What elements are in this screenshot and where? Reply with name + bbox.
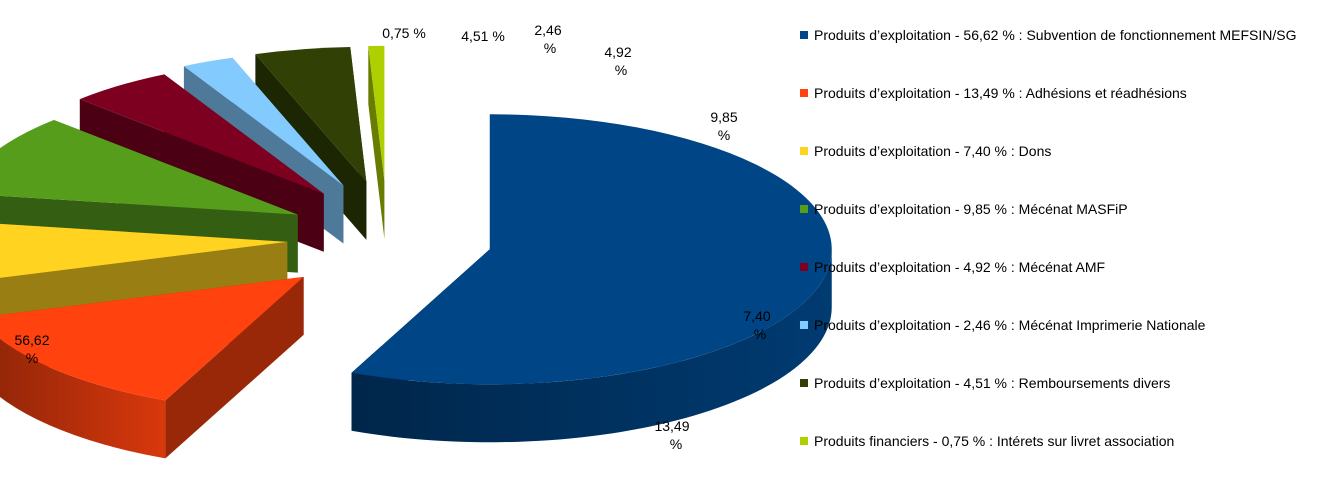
data-label: 4,92 (604, 44, 631, 60)
data-label: 2,46 (534, 22, 561, 38)
legend-swatch (800, 321, 808, 329)
data-label: % (670, 436, 682, 452)
slice-side (351, 249, 832, 443)
data-label: % (754, 326, 766, 342)
legend-swatch (800, 379, 808, 387)
data-label: % (26, 350, 38, 366)
slice-side (0, 338, 166, 459)
legend-item: Produits financiers - 0,75 % : Intérets … (800, 432, 1330, 490)
legend-swatch (800, 437, 808, 445)
legend-label: Produits d’exploitation - 56,62 % : Subv… (814, 27, 1297, 43)
legend-swatch (800, 31, 808, 39)
legend-label: Produits d’exploitation - 13,49 % : Adhé… (814, 85, 1187, 101)
data-label: 9,85 (710, 109, 737, 125)
slice-top (0, 119, 298, 215)
legend-item: Produits d’exploitation - 9,85 % : Mécén… (800, 200, 1330, 258)
slice-top (79, 74, 324, 194)
data-label: % (615, 62, 627, 78)
pie-slice (0, 276, 304, 459)
legend-item: Produits d’exploitation - 4,51 % : Rembo… (800, 374, 1330, 432)
legend-label: Produits d’exploitation - 7,40 % : Dons (814, 143, 1052, 159)
legend-item: Produits d’exploitation - 2,46 % : Mécén… (800, 316, 1330, 374)
legend-item: Produits d’exploitation - 7,40 % : Dons (800, 142, 1330, 200)
legend-label: Produits d’exploitation - 4,92 % : Mécén… (814, 259, 1106, 275)
slice-top (351, 114, 832, 385)
legend: Produits d’exploitation - 56,62 % : Subv… (800, 26, 1330, 490)
legend-label: Produits financiers - 0,75 % : Intérets … (814, 433, 1175, 449)
legend-swatch (800, 89, 808, 97)
data-label: % (718, 127, 730, 143)
slice-top (0, 276, 304, 401)
data-label: 13,49 (654, 418, 689, 434)
data-label: 4,51 % (461, 28, 505, 44)
legend-item: Produits d’exploitation - 4,92 % : Mécén… (800, 258, 1330, 316)
legend-item: Produits d’exploitation - 13,49 % : Adhé… (800, 84, 1330, 142)
slice-top (255, 46, 367, 182)
legend-label: Produits d’exploitation - 2,46 % : Mécén… (814, 317, 1206, 333)
pie-slice (351, 114, 832, 443)
data-labels: 56,62% 13,49% 7,40% 9,85% 4,92% 2,46% 4,51 % 0,… (14, 22, 770, 452)
data-label: % (544, 40, 556, 56)
pie-slices (0, 45, 832, 459)
data-label: 7,40 (743, 308, 770, 324)
slice-top (0, 223, 288, 278)
data-label: 0,75 % (382, 25, 426, 41)
legend-swatch (800, 205, 808, 213)
pie-slice (368, 45, 385, 239)
slice-top (183, 57, 344, 186)
legend-item: Produits d’exploitation - 56,62 % : Subv… (800, 26, 1330, 84)
legend-label: Produits d’exploitation - 4,51 % : Rembo… (814, 375, 1171, 391)
slice-top (368, 45, 385, 181)
legend-swatch (800, 263, 808, 271)
legend-swatch (800, 147, 808, 155)
data-label: 56,62 (14, 332, 49, 348)
legend-label: Produits d’exploitation - 9,85 % : Mécén… (814, 201, 1128, 217)
slice-wall (368, 45, 385, 239)
